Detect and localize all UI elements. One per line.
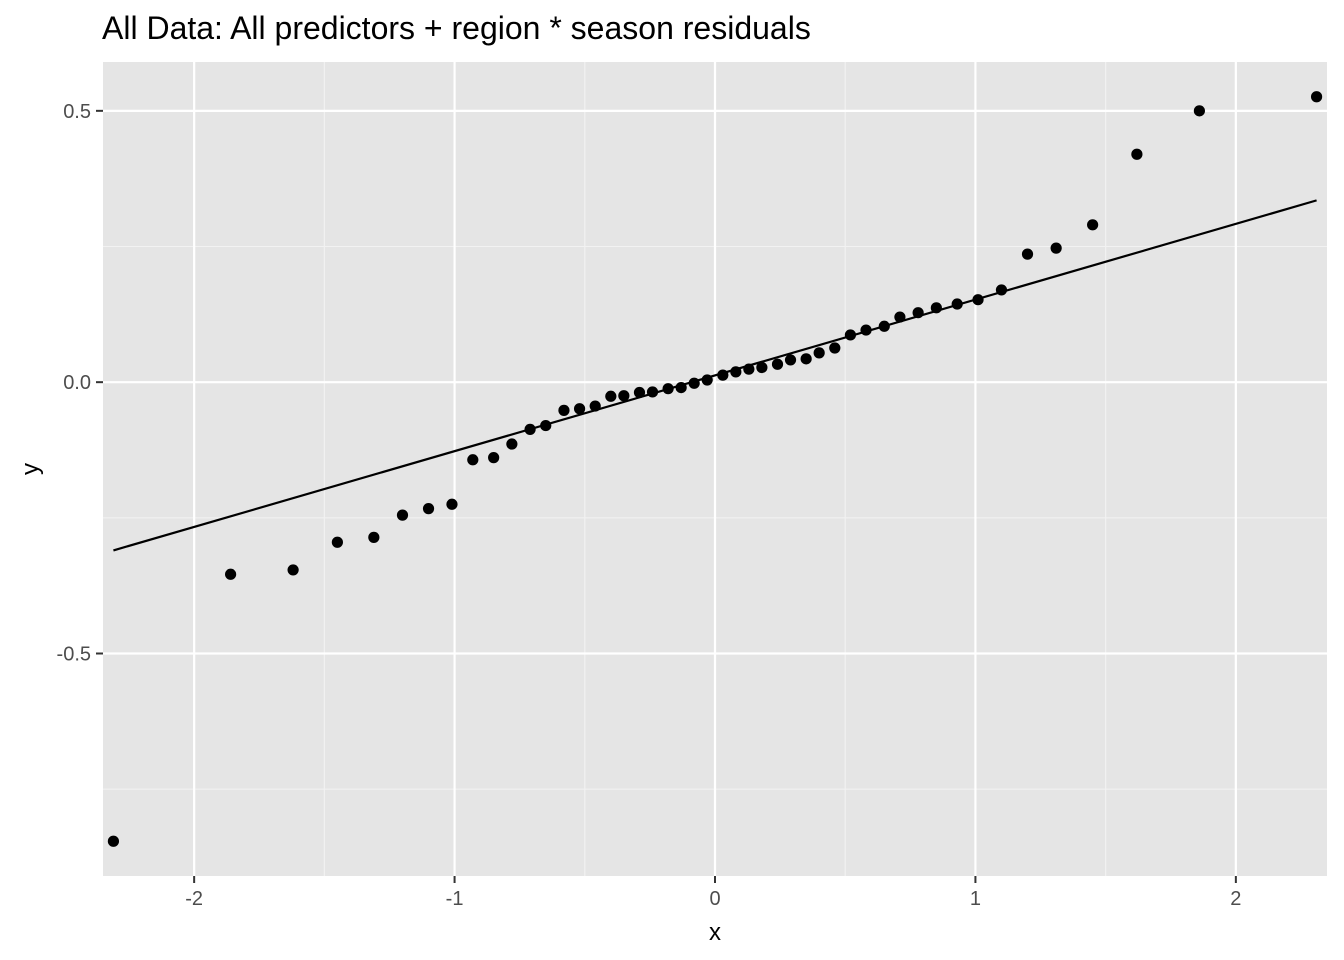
data-point-32 xyxy=(829,342,841,354)
data-point-14 xyxy=(573,403,586,415)
data-point-6 xyxy=(422,503,435,515)
y-tick-label-0: -0.5 xyxy=(57,644,91,666)
data-point-36 xyxy=(894,311,906,323)
data-point-22 xyxy=(688,377,700,389)
y-tick-label-1: 0.0 xyxy=(63,372,91,394)
data-point-5 xyxy=(396,509,409,521)
data-point-11 xyxy=(524,423,536,435)
x-tick-label-2: 0 xyxy=(709,888,720,910)
data-point-47 xyxy=(1310,91,1323,103)
data-point-13 xyxy=(558,404,570,416)
chart-title: All Data: All predictors + region * seas… xyxy=(102,10,811,46)
data-point-18 xyxy=(633,386,646,399)
data-point-38 xyxy=(930,302,942,314)
tick-labels: -2 -1 0 1 2 -0.5 0.0 0.5 xyxy=(57,101,1242,910)
reference-line xyxy=(113,199,1317,552)
data-point-19 xyxy=(646,386,659,398)
data-point-23 xyxy=(701,374,713,386)
data-point-21 xyxy=(675,382,687,394)
data-point-0 xyxy=(107,835,120,847)
x-axis-label: x xyxy=(709,919,721,946)
data-point-16 xyxy=(605,390,617,402)
x-tick-label-1: -1 xyxy=(446,888,464,910)
data-point-29 xyxy=(784,354,797,366)
data-point-34 xyxy=(860,324,872,336)
data-point-37 xyxy=(912,307,924,319)
data-point-35 xyxy=(878,320,890,332)
x-tick-label-3: 1 xyxy=(970,888,981,910)
y-axis-label: y xyxy=(17,463,44,475)
data-point-30 xyxy=(800,353,812,365)
data-point-46 xyxy=(1193,105,1205,117)
data-point-27 xyxy=(756,361,768,374)
data-point-40 xyxy=(972,294,984,306)
data-point-41 xyxy=(995,284,1008,296)
data-point-2 xyxy=(287,564,299,576)
data-point-7 xyxy=(446,498,458,510)
data-point-31 xyxy=(813,347,825,359)
data-points xyxy=(107,91,1323,847)
data-point-9 xyxy=(488,452,500,464)
data-point-12 xyxy=(540,419,552,432)
axis-ticks xyxy=(96,109,1237,883)
data-point-20 xyxy=(662,383,674,395)
data-point-8 xyxy=(467,454,479,466)
data-point-1 xyxy=(225,568,237,580)
x-tick-label-0: -2 xyxy=(185,888,203,910)
data-point-44 xyxy=(1087,219,1099,231)
data-point-15 xyxy=(589,400,601,412)
data-point-26 xyxy=(743,363,755,375)
data-point-43 xyxy=(1050,242,1062,254)
data-point-42 xyxy=(1021,248,1034,260)
data-point-17 xyxy=(618,390,630,402)
data-point-3 xyxy=(331,536,343,548)
data-point-45 xyxy=(1131,148,1143,160)
data-point-10 xyxy=(506,438,518,450)
data-point-28 xyxy=(771,358,784,370)
data-point-24 xyxy=(717,369,729,381)
data-point-4 xyxy=(368,531,380,543)
data-point-33 xyxy=(844,329,857,341)
data-point-25 xyxy=(730,366,742,378)
x-tick-label-4: 2 xyxy=(1230,888,1241,910)
y-tick-label-2: 0.5 xyxy=(63,101,91,123)
data-point-39 xyxy=(951,298,963,310)
grid-major xyxy=(103,62,1327,876)
